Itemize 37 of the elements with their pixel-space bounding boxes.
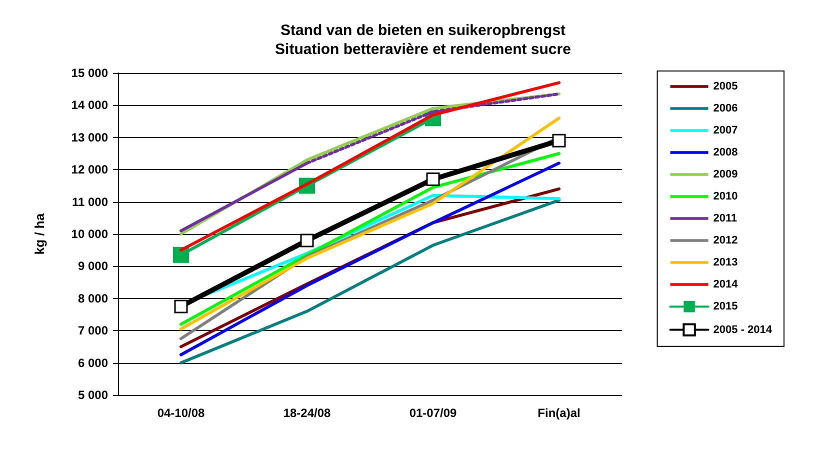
y-tick-label: 8 000 <box>78 291 108 306</box>
legend-label: 2014 <box>713 278 739 290</box>
point <box>174 300 188 314</box>
legend-label: 2013 <box>713 256 738 268</box>
line-series <box>180 198 560 364</box>
legend-label: 2008 <box>713 146 738 158</box>
y-tick-label: 9 000 <box>78 259 108 274</box>
legend-label: 2005 - 2014 <box>713 324 773 336</box>
y-tick-label: 7 000 <box>78 324 108 338</box>
legend-label: 2009 <box>713 168 738 180</box>
legend-label: 2007 <box>713 124 738 136</box>
y-tick-label: 6 000 <box>78 356 108 370</box>
line-series <box>180 152 560 326</box>
x-tick-label: 04-10/08 <box>157 406 206 420</box>
x-tick-label: 01-07/09 <box>409 406 458 420</box>
y-tick-label: 11 000 <box>72 194 108 209</box>
y-tick-label: 14 000 <box>71 98 108 112</box>
x-tick-label: Fin(a)al <box>538 406 580 420</box>
y-tick-label: 12 000 <box>71 162 108 177</box>
point <box>552 134 566 148</box>
line-series <box>180 162 560 356</box>
y-axis-title: kg / ha <box>32 212 47 255</box>
point <box>426 172 440 186</box>
y-tick-label: 5 000 <box>78 388 108 402</box>
point <box>300 234 314 248</box>
legend-label: 2011 <box>713 212 738 224</box>
legend-label: 2006 <box>713 102 738 114</box>
legend-label: 2012 <box>713 234 738 246</box>
legend-label: 2010 <box>713 190 738 202</box>
legend-label: 2015 <box>713 300 738 313</box>
x-tick-label: 18-24/08 <box>283 406 332 420</box>
point <box>173 246 189 263</box>
legend-label: 2005 <box>713 80 738 92</box>
chart-title: Stand van de bieten en suikeropbrengst Situation betteravière et rendement sucre <box>275 22 571 58</box>
y-tick-label: 13 000 <box>71 130 108 144</box>
y-tick-label: 10 000 <box>71 227 108 241</box>
y-tick-label: 15 000 <box>71 66 108 80</box>
